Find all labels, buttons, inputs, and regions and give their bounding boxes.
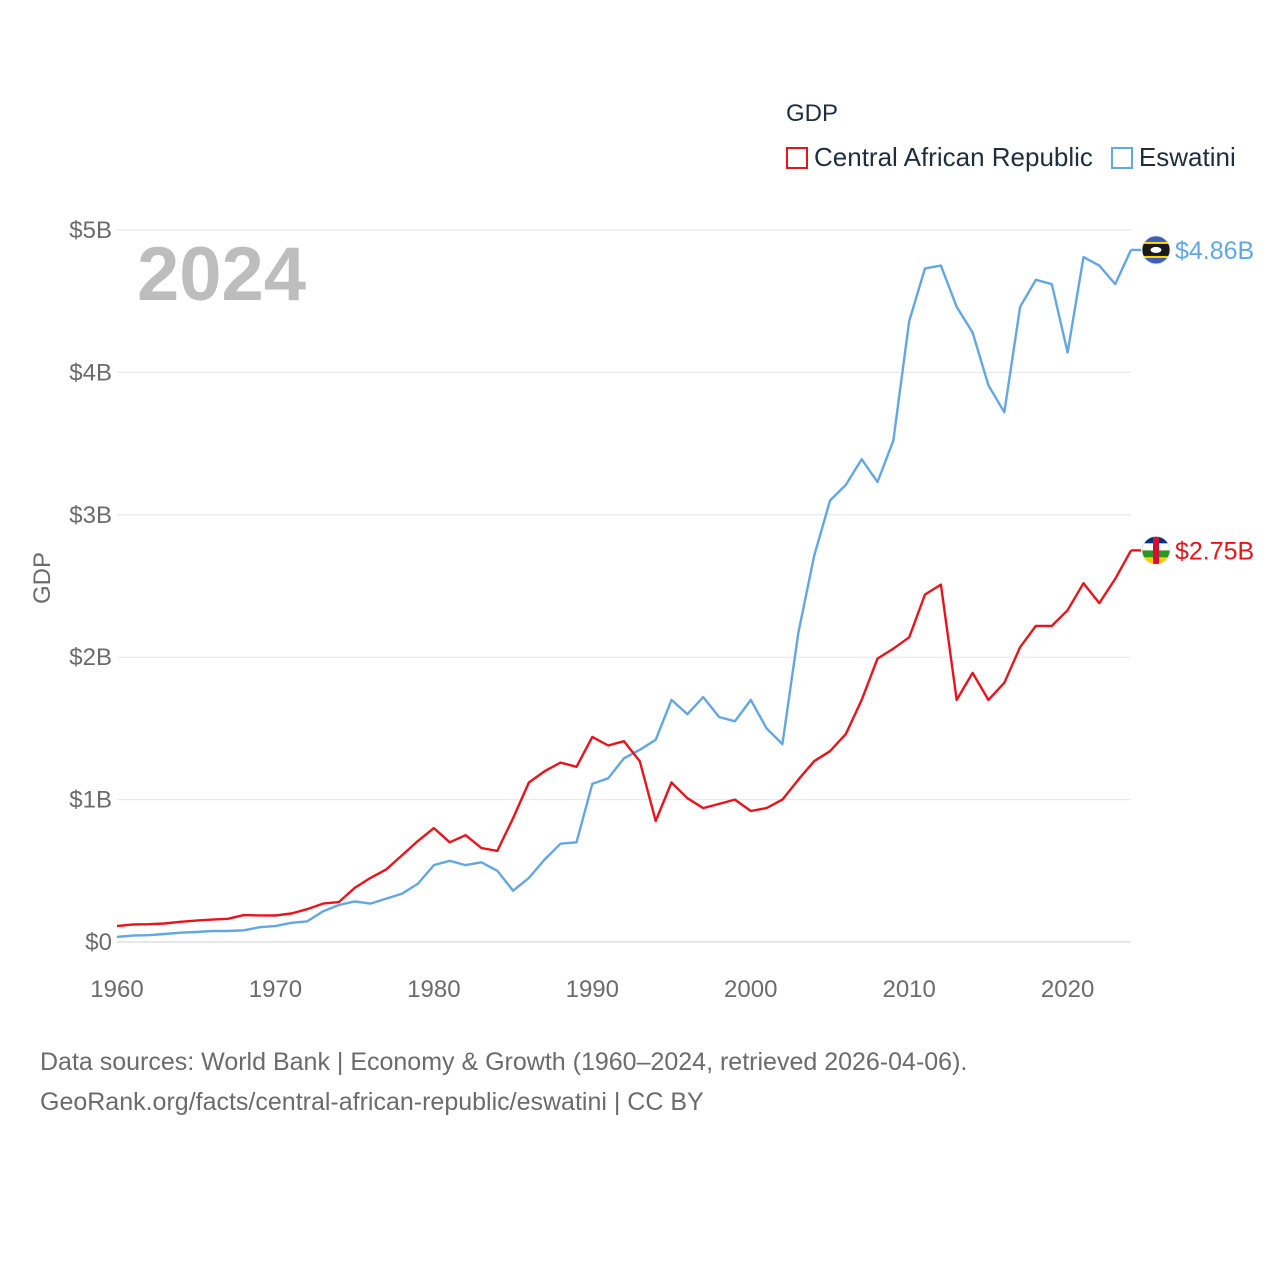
flag-icon-eswatini [1141, 235, 1171, 265]
x-tick-label: 1970 [249, 976, 302, 1003]
series-end-label-central-african-republic: $2.75B [1175, 537, 1254, 565]
legend-label-central-african-republic: Central African Republic [814, 142, 1093, 172]
footer: Data sources: World Bank | Economy & Gro… [40, 1042, 967, 1122]
legend: Central African Republic Eswatini [786, 142, 1236, 173]
x-tick-label: 1960 [90, 976, 143, 1003]
x-tick-label: 1980 [407, 976, 460, 1003]
footer-link[interactable]: GeoRank.org/facts/central-african-republ… [40, 1088, 704, 1116]
x-axis-ticks: 1960 1970 1980 1990 2000 2010 2020 [90, 976, 1094, 1003]
footer-sources: Data sources: World Bank | Economy & Gro… [40, 1048, 968, 1076]
year-watermark: 2024 [137, 232, 306, 317]
y-tick-label: $3B [69, 502, 112, 529]
y-tick-label: $0 [85, 929, 112, 956]
flag-icon-central-african-republic [1141, 536, 1171, 565]
y-tick-label: $1B [69, 787, 112, 814]
y-axis-label: GDP [29, 552, 56, 604]
legend-item-eswatini[interactable]: Eswatini [1110, 142, 1236, 173]
series-end-markers: $4.86B $2.75B [1131, 235, 1254, 565]
series-end-label-eswatini: $4.86B [1175, 237, 1254, 265]
legend-swatch-central-african-republic [786, 146, 808, 169]
x-tick-label: 2010 [882, 976, 935, 1003]
series-line-central-african-republic[interactable] [116, 549, 1133, 928]
x-tick-label: 2000 [724, 976, 777, 1003]
x-tick-label: 2020 [1041, 976, 1094, 1003]
legend-label-eswatini: Eswatini [1138, 142, 1236, 172]
legend-title: GDP [786, 100, 839, 127]
series-line-eswatini[interactable] [116, 249, 1133, 939]
series-lines [116, 249, 1133, 939]
y-tick-label: $4B [69, 359, 112, 386]
y-axis-ticks: $0 $1B $2B $3B $4B $5B [69, 217, 112, 956]
x-tick-label: 1990 [566, 976, 619, 1003]
legend-swatch-eswatini [1110, 146, 1133, 169]
y-tick-label: $5B [69, 217, 112, 244]
legend-item-central-african-republic[interactable]: Central African Republic [786, 142, 1093, 173]
gridlines [117, 229, 1131, 943]
y-tick-label: $2B [69, 644, 112, 671]
